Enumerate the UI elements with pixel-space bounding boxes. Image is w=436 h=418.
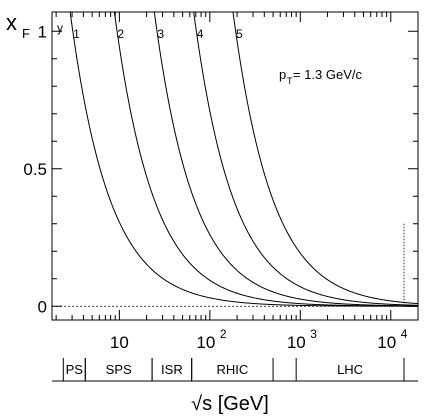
y-tick-label: 0.5 bbox=[23, 160, 47, 179]
pt-annotation-main: p bbox=[279, 67, 286, 82]
x-tick-label-exponent: 3 bbox=[310, 327, 317, 341]
y-tick-label: 0 bbox=[38, 297, 47, 316]
curve-group-label: y bbox=[57, 21, 63, 35]
accelerator-label-sps: SPS bbox=[106, 362, 132, 377]
curve-y-1 bbox=[69, 11, 418, 307]
accelerator-label-ps: PS bbox=[66, 362, 84, 377]
x-tick-label-exponent: 2 bbox=[220, 327, 227, 341]
x-tick-label: 10 bbox=[196, 333, 215, 352]
curve-label-y-1: 1 bbox=[73, 27, 80, 41]
pt-annotation-subscript: T bbox=[287, 76, 293, 86]
curve-y-5 bbox=[232, 11, 419, 305]
curve-label-y-5: 5 bbox=[236, 27, 243, 41]
plot-frame bbox=[51, 11, 419, 321]
accelerator-label-lhc: LHC bbox=[337, 362, 363, 377]
curve-y-3 bbox=[153, 11, 419, 307]
x-tick-label: 10 bbox=[377, 333, 396, 352]
curve-label-y-2: 2 bbox=[117, 27, 124, 41]
curve-y-4 bbox=[193, 11, 419, 306]
y-axis-label-subscript: F bbox=[22, 26, 30, 41]
curve-y-2 bbox=[113, 11, 418, 307]
curve-label-y-3: 3 bbox=[157, 27, 164, 41]
accelerator-label-rhic: RHIC bbox=[216, 362, 248, 377]
x-tick-label-exponent: 4 bbox=[401, 327, 408, 341]
y-axis-label: x bbox=[6, 10, 17, 35]
pt-annotation-value: = 1.3 GeV/c bbox=[293, 67, 363, 82]
x-axis-label: √s [GeV] bbox=[191, 393, 269, 415]
y-tick-label: 1 bbox=[38, 22, 47, 41]
accelerator-label-isr: ISR bbox=[161, 362, 183, 377]
x-tick-label: 10 bbox=[287, 333, 306, 352]
curve-label-y-4: 4 bbox=[197, 27, 204, 41]
x-tick-label: 10 bbox=[110, 333, 129, 352]
